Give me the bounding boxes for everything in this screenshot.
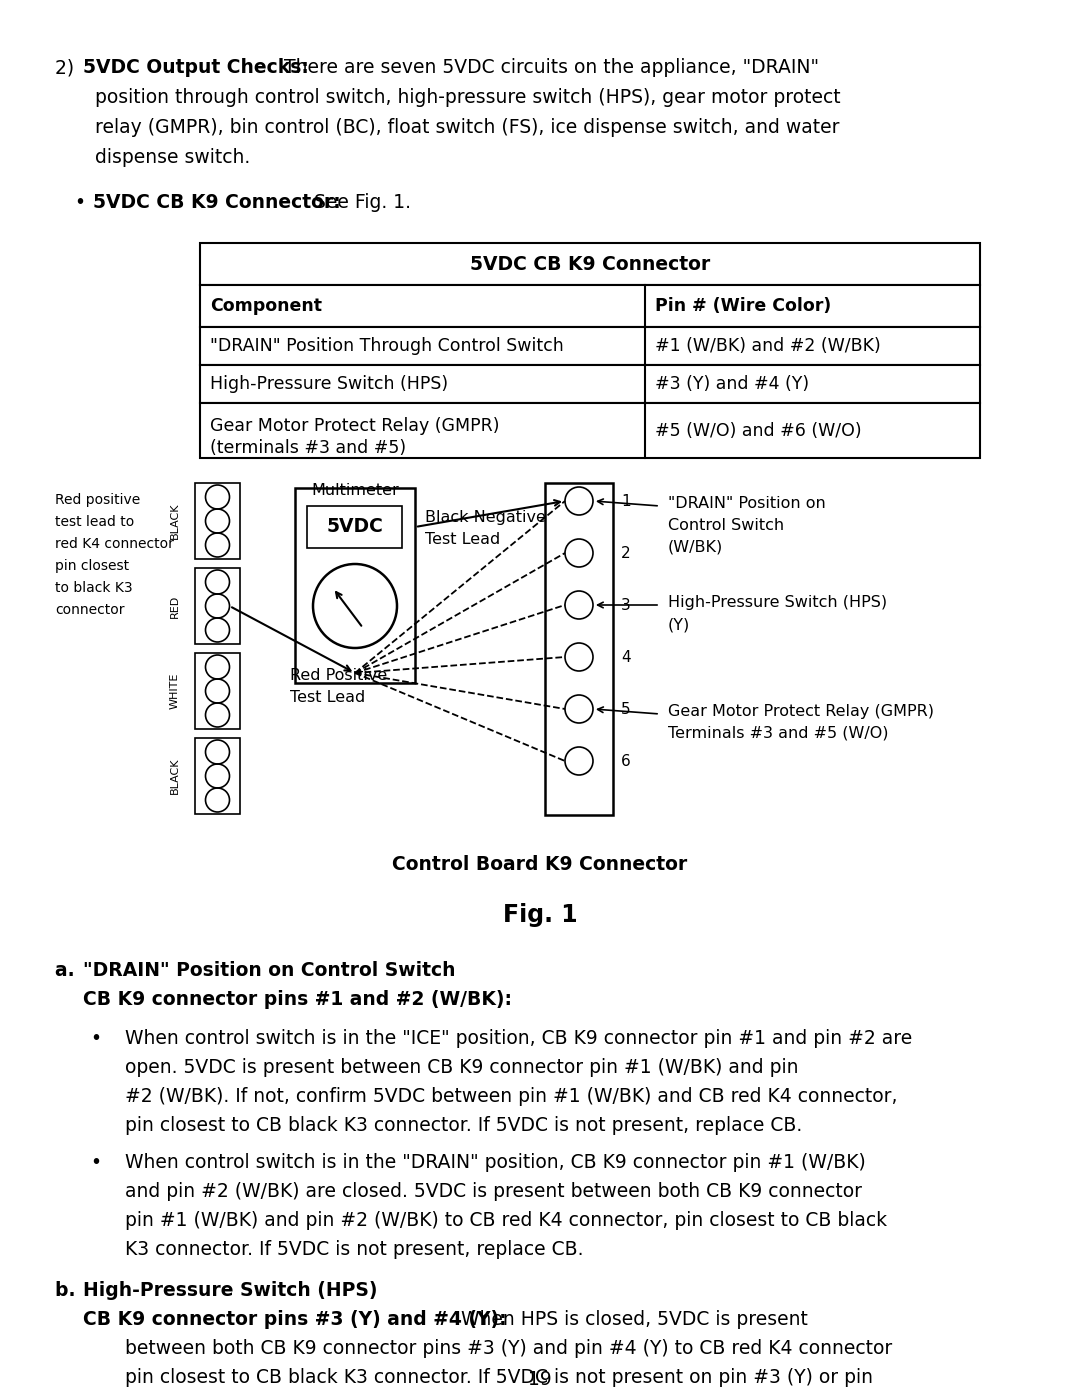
Text: and pin #2 (W/BK) are closed. 5VDC is present between both CB K9 connector: and pin #2 (W/BK) are closed. 5VDC is pr… <box>125 1182 862 1201</box>
Text: Black Negative: Black Negative <box>426 510 545 525</box>
Text: (terminals #3 and #5): (terminals #3 and #5) <box>210 439 406 457</box>
Text: Gear Motor Protect Relay (GMPR): Gear Motor Protect Relay (GMPR) <box>669 704 934 719</box>
Text: Test Lead: Test Lead <box>426 532 500 548</box>
Text: Multimeter: Multimeter <box>311 483 399 497</box>
Text: between both CB K9 connector pins #3 (Y) and pin #4 (Y) to CB red K4 connector: between both CB K9 connector pins #3 (Y)… <box>125 1338 892 1358</box>
Text: RED: RED <box>170 594 180 617</box>
Bar <box>195 738 240 814</box>
Text: Test Lead: Test Lead <box>291 690 365 705</box>
Text: WHITE: WHITE <box>170 673 180 710</box>
Text: dispense switch.: dispense switch. <box>95 148 251 168</box>
Text: red K4 connector: red K4 connector <box>55 536 174 550</box>
Text: 2): 2) <box>55 59 80 77</box>
Text: High-Pressure Switch (HPS): High-Pressure Switch (HPS) <box>210 374 448 393</box>
Text: "DRAIN" Position on Control Switch: "DRAIN" Position on Control Switch <box>83 961 456 981</box>
Text: 6: 6 <box>621 753 631 768</box>
Bar <box>195 569 240 644</box>
Text: •: • <box>90 1153 102 1172</box>
Text: test lead to: test lead to <box>55 515 134 529</box>
Bar <box>307 506 402 548</box>
Text: #1 (W/BK) and #2 (W/BK): #1 (W/BK) and #2 (W/BK) <box>654 337 881 355</box>
Text: pin closest: pin closest <box>55 559 130 573</box>
Text: 19: 19 <box>528 1370 552 1389</box>
Text: Component: Component <box>210 298 322 314</box>
Text: High-Pressure Switch (HPS): High-Pressure Switch (HPS) <box>83 1281 378 1301</box>
Text: When HPS is closed, 5VDC is present: When HPS is closed, 5VDC is present <box>455 1310 808 1329</box>
Text: Fig. 1: Fig. 1 <box>502 902 578 928</box>
Text: b.: b. <box>55 1281 82 1301</box>
Text: position through control switch, high-pressure switch (HPS), gear motor protect: position through control switch, high-pr… <box>95 88 840 108</box>
Text: When control switch is in the "DRAIN" position, CB K9 connector pin #1 (W/BK): When control switch is in the "DRAIN" po… <box>125 1153 866 1172</box>
Text: Control Switch: Control Switch <box>669 518 784 534</box>
Text: relay (GMPR), bin control (BC), float switch (FS), ice dispense switch, and wate: relay (GMPR), bin control (BC), float sw… <box>95 117 839 137</box>
Text: open. 5VDC is present between CB K9 connector pin #1 (W/BK) and pin: open. 5VDC is present between CB K9 conn… <box>125 1058 798 1077</box>
Bar <box>545 483 613 814</box>
Text: #2 (W/BK). If not, confirm 5VDC between pin #1 (W/BK) and CB red K4 connector,: #2 (W/BK). If not, confirm 5VDC between … <box>125 1087 897 1106</box>
Bar <box>200 402 980 458</box>
Text: 3: 3 <box>621 598 631 612</box>
Text: BLACK: BLACK <box>170 503 180 539</box>
Text: 5VDC CB K9 Connector:: 5VDC CB K9 Connector: <box>93 193 341 212</box>
Text: Red positive: Red positive <box>55 493 140 507</box>
Text: 1: 1 <box>621 493 631 509</box>
Text: "DRAIN" Position on: "DRAIN" Position on <box>669 496 826 511</box>
Bar <box>200 243 980 285</box>
Text: (W/BK): (W/BK) <box>669 541 724 555</box>
Bar <box>295 488 415 683</box>
Text: •: • <box>75 193 92 212</box>
Text: connector: connector <box>55 604 124 617</box>
Text: a.: a. <box>55 961 81 981</box>
Text: 5VDC: 5VDC <box>326 517 383 536</box>
Text: High-Pressure Switch (HPS): High-Pressure Switch (HPS) <box>669 595 887 610</box>
Text: 5VDC Output Checks:: 5VDC Output Checks: <box>83 59 309 77</box>
Text: #5 (W/O) and #6 (W/O): #5 (W/O) and #6 (W/O) <box>654 422 862 440</box>
Text: 5: 5 <box>621 701 631 717</box>
Text: pin #1 (W/BK) and pin #2 (W/BK) to CB red K4 connector, pin closest to CB black: pin #1 (W/BK) and pin #2 (W/BK) to CB re… <box>125 1211 887 1229</box>
Text: •: • <box>90 1030 102 1048</box>
Text: #3 (Y) and #4 (Y): #3 (Y) and #4 (Y) <box>654 374 809 393</box>
Text: Terminals #3 and #5 (W/O): Terminals #3 and #5 (W/O) <box>669 726 889 740</box>
Bar <box>200 285 980 327</box>
Bar <box>195 483 240 559</box>
Text: 2: 2 <box>621 545 631 560</box>
Bar <box>195 652 240 729</box>
Text: K3 connector. If 5VDC is not present, replace CB.: K3 connector. If 5VDC is not present, re… <box>125 1241 583 1259</box>
Text: "DRAIN" Position Through Control Switch: "DRAIN" Position Through Control Switch <box>210 337 564 355</box>
Text: pin closest to CB black K3 connector. If 5VDC is not present on pin #3 (Y) or pi: pin closest to CB black K3 connector. If… <box>125 1368 873 1387</box>
Text: Red Positive: Red Positive <box>291 668 388 683</box>
Text: When control switch is in the "ICE" position, CB K9 connector pin #1 and pin #2 : When control switch is in the "ICE" posi… <box>125 1030 913 1048</box>
Text: 4: 4 <box>621 650 631 665</box>
Text: Gear Motor Protect Relay (GMPR): Gear Motor Protect Relay (GMPR) <box>210 416 499 434</box>
Text: (Y): (Y) <box>669 617 690 631</box>
Bar <box>200 327 980 365</box>
Text: Control Board K9 Connector: Control Board K9 Connector <box>392 855 688 875</box>
Bar <box>200 365 980 402</box>
Text: There are seven 5VDC circuits on the appliance, "DRAIN": There are seven 5VDC circuits on the app… <box>278 59 819 77</box>
Text: BLACK: BLACK <box>170 757 180 795</box>
Text: Pin # (Wire Color): Pin # (Wire Color) <box>654 298 832 314</box>
Text: CB K9 connector pins #3 (Y) and #4 (Y):: CB K9 connector pins #3 (Y) and #4 (Y): <box>83 1310 507 1329</box>
Text: 5VDC CB K9 Connector: 5VDC CB K9 Connector <box>470 254 711 274</box>
Text: CB K9 connector pins #1 and #2 (W/BK):: CB K9 connector pins #1 and #2 (W/BK): <box>83 990 512 1009</box>
Text: See Fig. 1.: See Fig. 1. <box>308 193 411 212</box>
Text: pin closest to CB black K3 connector. If 5VDC is not present, replace CB.: pin closest to CB black K3 connector. If… <box>125 1116 802 1134</box>
Text: to black K3: to black K3 <box>55 581 133 595</box>
